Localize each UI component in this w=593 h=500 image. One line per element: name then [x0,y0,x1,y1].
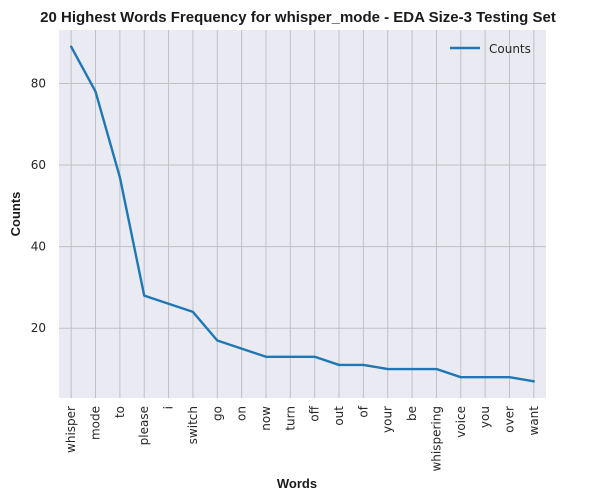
x-tick-label: whisper [64,406,78,453]
x-tick-label: now [259,406,273,431]
series-line-counts [69,45,536,383]
x-tick-label: over [502,406,516,433]
x-tick-label: i [162,406,176,409]
plot-area [59,30,546,398]
x-tick-label: want [527,406,541,436]
x-axis-label: Words [277,476,317,491]
grid-lines [59,30,546,398]
chart-title: 20 Highest Words Frequency for whisper_m… [40,9,556,26]
y-axis-label: Counts [8,192,23,237]
y-tick-label: 40 [31,240,46,254]
x-tick-label: switch [186,406,200,444]
x-tick-label: whispering [429,406,443,472]
x-tick-label: you [478,406,492,428]
x-tick-label: be [405,406,419,421]
x-tick-label: voice [454,406,468,438]
y-tick-label: 60 [31,158,46,172]
x-tick-label: please [137,406,151,445]
x-tick-label: off [308,405,322,421]
x-tick-label: of [356,405,370,417]
x-tick-label: mode [89,406,103,440]
x-tick-label: on [235,406,249,421]
y-axis-ticks: 20 40 60 80 [31,76,46,335]
x-tick-label: to [113,406,127,418]
series-group [69,45,536,383]
y-tick-label: 80 [31,76,46,90]
y-tick-label: 20 [31,321,46,335]
legend-label: Counts [489,42,531,56]
x-tick-label: out [332,406,346,426]
x-tick-label: go [210,406,224,421]
x-tick-label: turn [283,406,297,431]
x-tick-label: your [381,406,395,433]
legend: Counts [450,42,531,56]
x-axis-ticks: whisper mode to please i switch go on now turn off… [64,405,541,471]
